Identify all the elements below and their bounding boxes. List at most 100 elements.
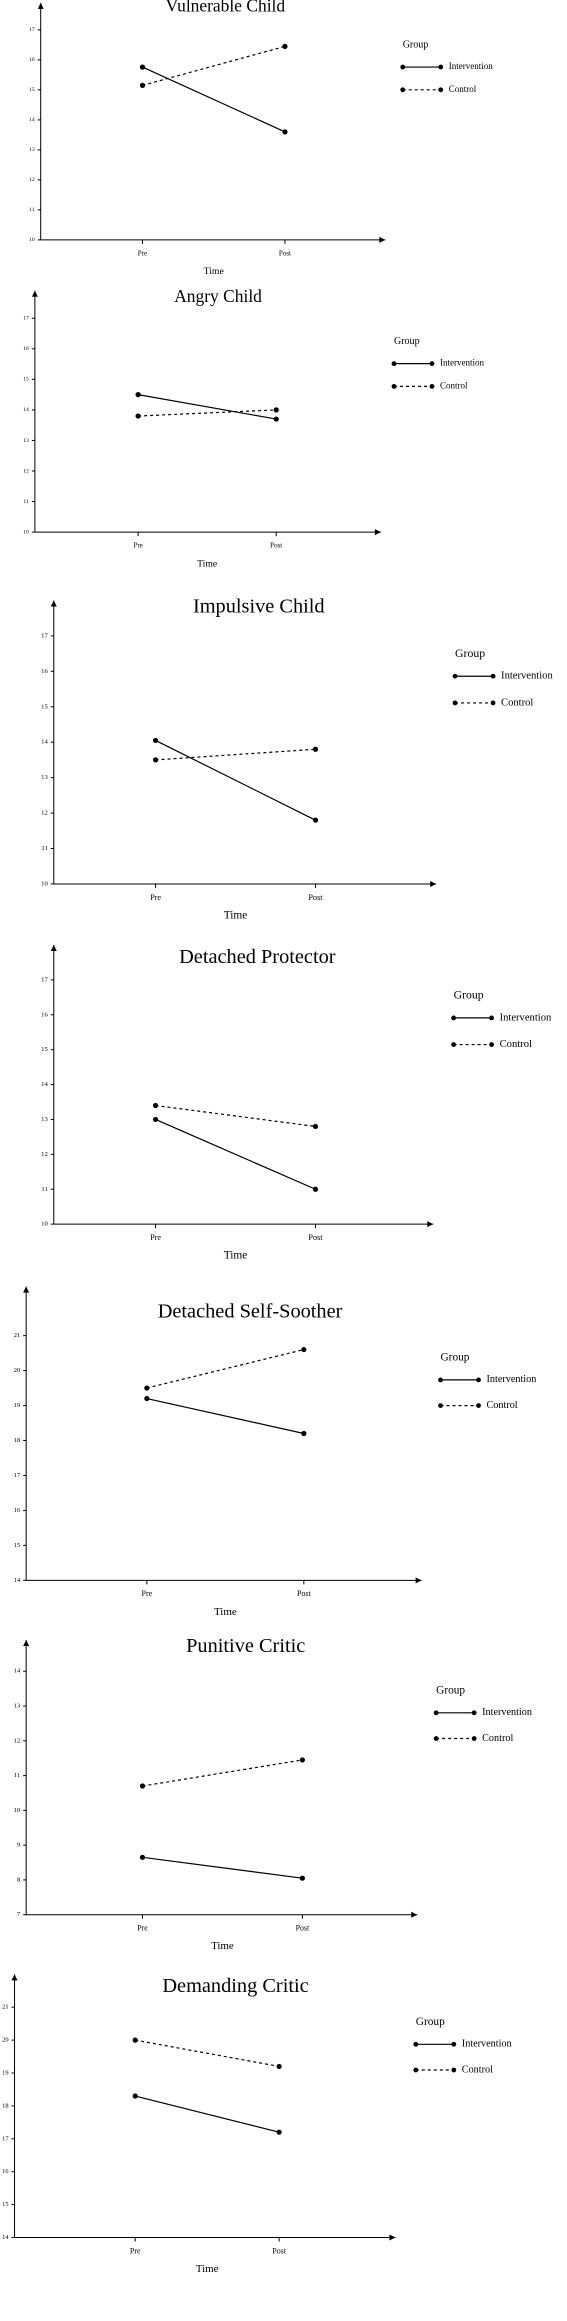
x-axis-arrow bbox=[379, 236, 386, 243]
chart-title: Angry Child bbox=[174, 286, 262, 306]
y-tick-label: 11 bbox=[41, 1186, 47, 1193]
y-tick-label: 9 bbox=[17, 1842, 20, 1849]
y-tick-label: 10 bbox=[14, 1807, 20, 1814]
x-tick-label: Pre bbox=[130, 2246, 141, 2255]
legend-label: Control bbox=[500, 1039, 532, 1050]
legend-dot bbox=[438, 87, 444, 93]
legend-dot bbox=[476, 1377, 481, 1383]
legend-dot bbox=[413, 2067, 419, 2073]
y-axis-arrow bbox=[37, 2, 44, 9]
x-axis-label: Time bbox=[204, 266, 224, 277]
y-axis-arrow bbox=[11, 1974, 18, 1981]
x-axis-arrow bbox=[415, 1577, 422, 1584]
data-point bbox=[299, 1757, 305, 1763]
data-point bbox=[301, 1346, 307, 1353]
x-axis-label: Time bbox=[196, 2263, 219, 2275]
y-tick-label: 14 bbox=[41, 739, 48, 746]
data-point bbox=[139, 64, 146, 70]
y-tick-label: 13 bbox=[41, 1116, 48, 1123]
legend-title: Group bbox=[454, 989, 484, 1002]
legend-dot bbox=[471, 1736, 477, 1741]
y-tick-label: 10 bbox=[41, 1221, 48, 1228]
x-tick-label: Post bbox=[308, 1233, 323, 1242]
data-point bbox=[276, 2063, 282, 2070]
y-tick-label: 11 bbox=[14, 1772, 20, 1779]
data-point bbox=[282, 129, 288, 135]
x-axis-label: Time bbox=[224, 910, 248, 922]
y-tick-label: 16 bbox=[23, 346, 29, 352]
legend-dot bbox=[438, 64, 444, 70]
data-point bbox=[299, 1875, 305, 1881]
series-line bbox=[146, 1397, 304, 1435]
data-point bbox=[152, 1116, 159, 1123]
data-point bbox=[144, 1385, 150, 1391]
y-tick-label: 17 bbox=[2, 2135, 9, 2142]
series-line bbox=[155, 748, 316, 761]
x-tick-label: Pre bbox=[150, 893, 161, 902]
x-axis-label: Time bbox=[197, 558, 217, 569]
legend-label: Control bbox=[462, 2064, 493, 2075]
data-point bbox=[139, 82, 146, 88]
legend-title: Group bbox=[403, 39, 429, 50]
series-line bbox=[142, 45, 286, 86]
y-tick-label: 11 bbox=[29, 207, 35, 213]
y-tick-label: 15 bbox=[23, 377, 29, 383]
legend-dot bbox=[413, 2041, 419, 2047]
data-point bbox=[135, 413, 141, 419]
legend-dot bbox=[451, 2041, 457, 2047]
legend-label: Control bbox=[487, 1400, 518, 1411]
y-tick-label: 16 bbox=[41, 1011, 48, 1018]
series-line bbox=[138, 394, 277, 420]
x-axis-arrow bbox=[374, 529, 381, 536]
y-tick-label: 10 bbox=[23, 529, 29, 535]
data-point bbox=[312, 1186, 319, 1192]
legend-dot bbox=[391, 361, 397, 367]
series-line bbox=[155, 739, 316, 821]
legend-label: Intervention bbox=[500, 1012, 552, 1023]
y-tick-label: 16 bbox=[14, 1507, 21, 1514]
y-tick-label: 16 bbox=[29, 57, 35, 63]
legend-dot bbox=[400, 87, 406, 93]
data-point bbox=[132, 2037, 138, 2043]
series-line bbox=[146, 1348, 304, 1389]
data-point bbox=[152, 737, 159, 744]
chart-title: Detached Self-Soother bbox=[158, 1300, 343, 1322]
series-line bbox=[135, 2095, 280, 2133]
y-tick-label: 8 bbox=[17, 1876, 20, 1883]
y-tick-label: 16 bbox=[41, 668, 48, 675]
y-tick-label: 20 bbox=[2, 2037, 8, 2044]
data-point bbox=[301, 1430, 307, 1437]
y-tick-label: 15 bbox=[2, 2201, 8, 2208]
y-tick-label: 14 bbox=[14, 1668, 21, 1675]
series-line bbox=[142, 66, 286, 133]
y-tick-label: 12 bbox=[41, 1151, 48, 1158]
data-point bbox=[273, 407, 279, 413]
y-tick-label: 10 bbox=[29, 237, 35, 243]
y-tick-label: 21 bbox=[14, 1332, 20, 1339]
legend-title: Group bbox=[436, 1684, 465, 1696]
y-axis-arrow bbox=[23, 1639, 30, 1646]
legend-dot bbox=[451, 1042, 456, 1047]
x-axis-arrow bbox=[427, 1221, 434, 1228]
y-tick-label: 17 bbox=[23, 316, 29, 322]
y-tick-label: 21 bbox=[2, 2004, 8, 2011]
y-tick-label: 10 bbox=[41, 880, 48, 887]
y-tick-label: 15 bbox=[41, 703, 48, 710]
data-point bbox=[312, 817, 319, 823]
y-tick-label: 14 bbox=[23, 407, 29, 413]
y-tick-label: 12 bbox=[29, 177, 35, 183]
legend-dot bbox=[451, 2067, 457, 2073]
legend-label: Control bbox=[482, 1733, 513, 1744]
y-tick-label: 18 bbox=[2, 2102, 8, 2109]
x-tick-label: Post bbox=[272, 2246, 286, 2255]
y-axis-arrow bbox=[23, 1286, 30, 1293]
data-point bbox=[312, 1123, 319, 1130]
legend-label: Intervention bbox=[501, 671, 553, 682]
y-axis-arrow bbox=[50, 945, 57, 951]
x-axis-label: Time bbox=[224, 1250, 248, 1262]
y-tick-label: 12 bbox=[23, 468, 29, 474]
legend-dot bbox=[429, 383, 435, 389]
y-tick-label: 16 bbox=[2, 2168, 9, 2175]
data-point bbox=[152, 1102, 159, 1109]
legend-label: Intervention bbox=[440, 358, 485, 368]
